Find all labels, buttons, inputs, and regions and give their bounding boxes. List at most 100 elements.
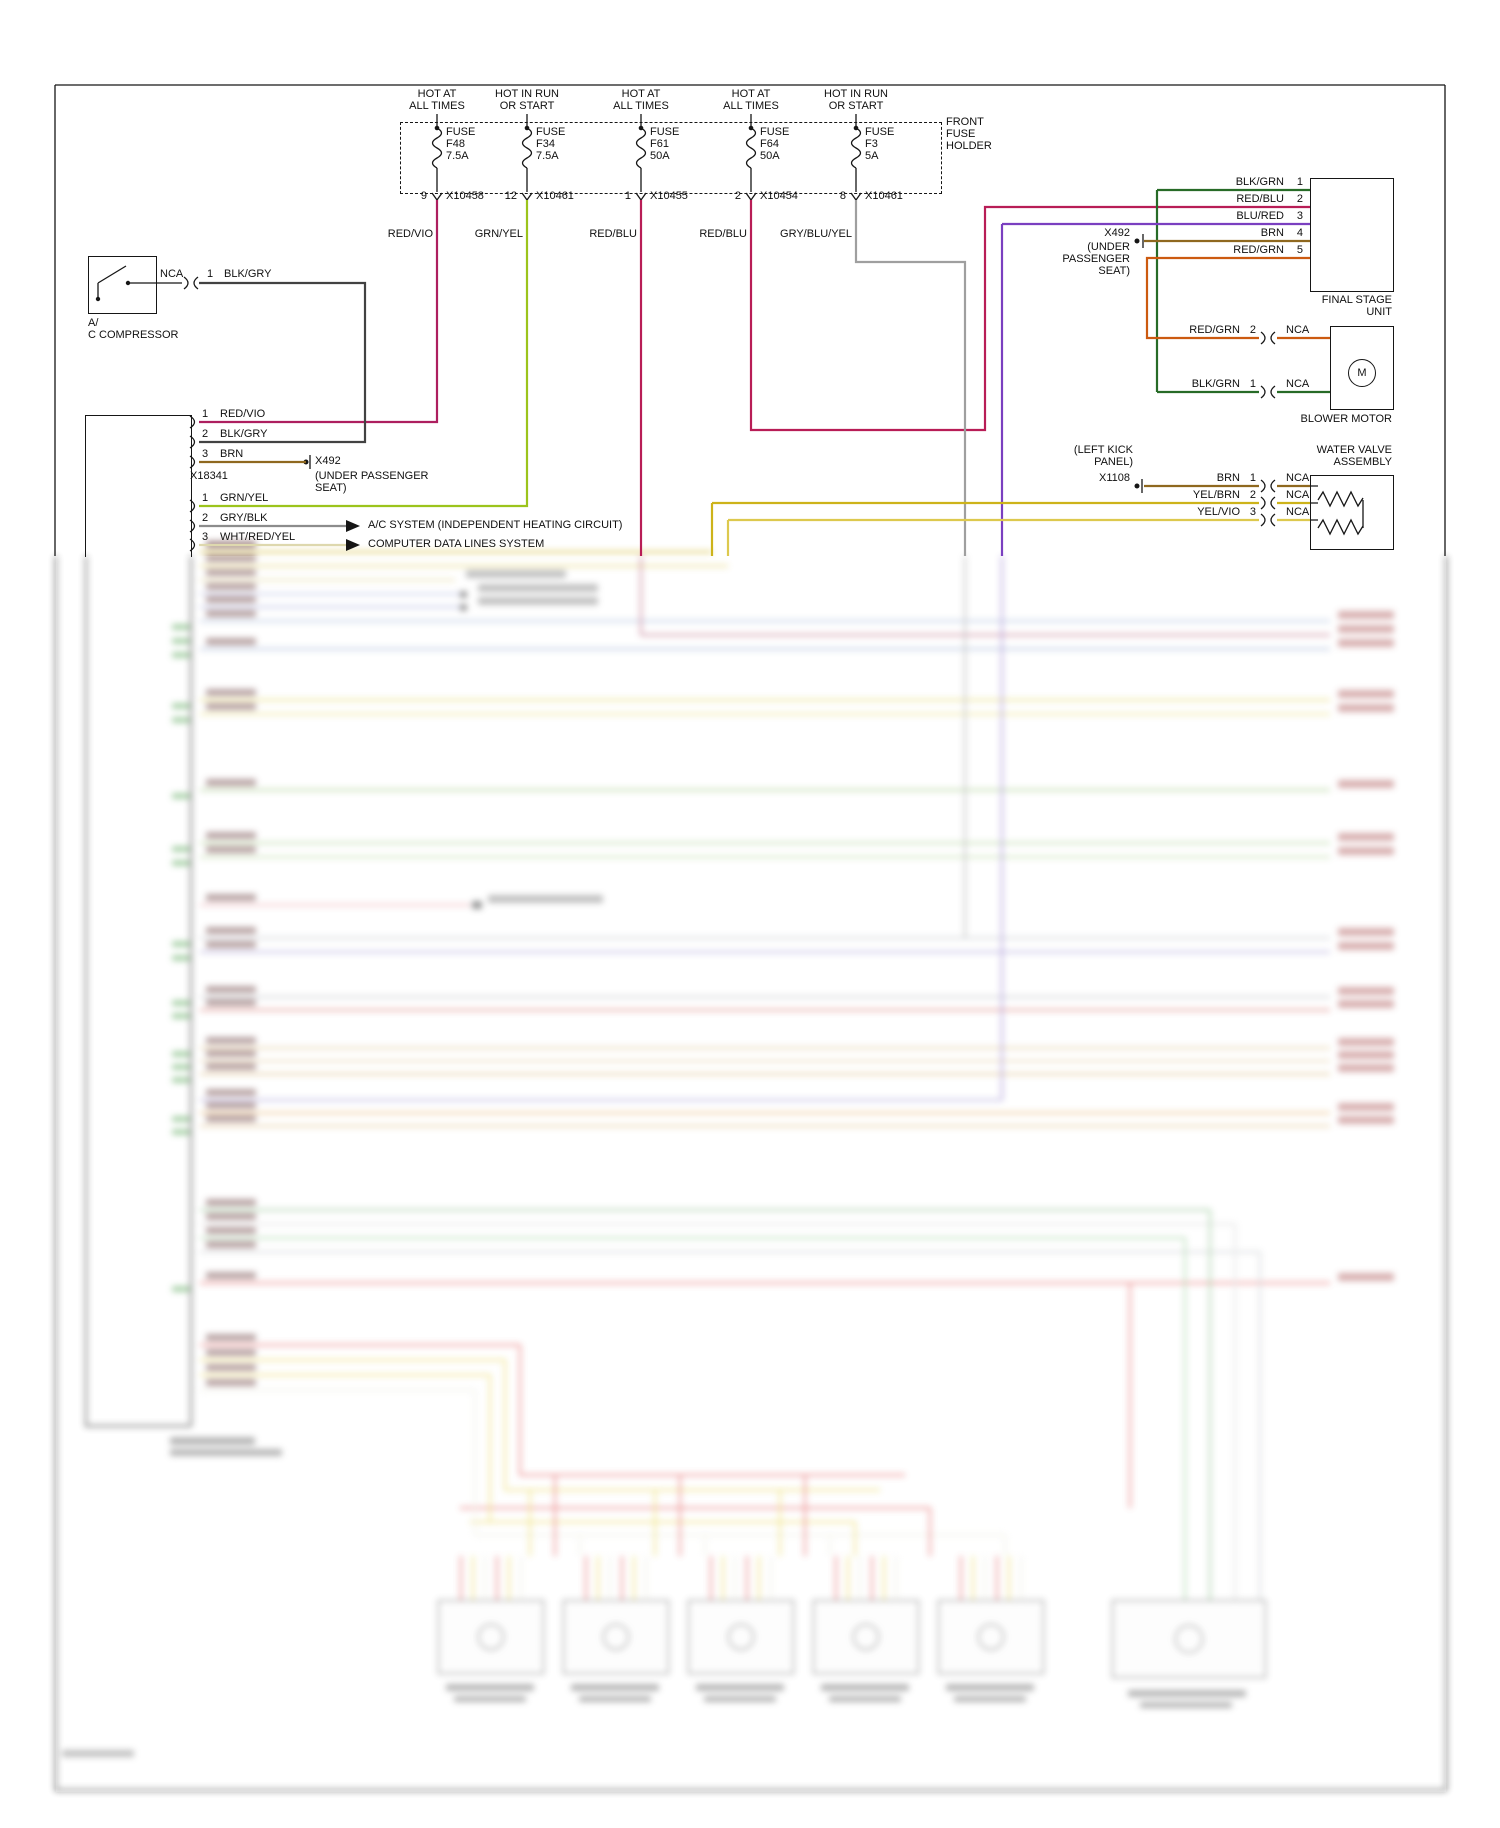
blurred-pin (621, 1556, 624, 1600)
blurred-pin-label (172, 1051, 190, 1057)
blurred-pin (984, 1556, 987, 1600)
wv-pin-1: 1 (1249, 472, 1256, 484)
blurred-wire (200, 856, 1330, 859)
blurred-actuator-box (938, 1600, 1044, 1674)
blurred-label (488, 895, 603, 903)
fuse-connector-2: X10461 (536, 190, 574, 202)
blurred-wire (519, 1345, 522, 1475)
blurred-label (466, 570, 566, 578)
blurred-wire (200, 713, 1330, 716)
blurred-actuator-label (454, 1696, 526, 1702)
ac-system-link-label: A/C SYSTEM (INDEPENDENT HEATING CIRCUIT) (368, 519, 623, 531)
blurred-pin (847, 1556, 850, 1600)
blurred-wire (200, 1223, 1235, 1226)
blurred-wire (200, 551, 712, 554)
blurred-wire-label (206, 1037, 256, 1044)
wv-pin-2: 2 (1249, 489, 1256, 501)
fuse-connector-1: X10458 (446, 190, 484, 202)
fuse-wire-5: GRY/BLU/YEL (780, 228, 852, 240)
blurred-pin-label (172, 1077, 190, 1083)
blurred-wire (470, 1521, 855, 1524)
bm-pin-2: 1 (1249, 378, 1256, 390)
blurred-right-label (1338, 942, 1394, 950)
blurred-wire-label (206, 1334, 256, 1341)
blurred-dot (460, 604, 467, 611)
fuse-pin-4: 2 (734, 190, 741, 202)
blurred-motor-circle (478, 1624, 504, 1650)
supply-label-3: HOT AT ALL TIMES (613, 88, 669, 112)
blurred-wire (200, 1282, 1330, 1285)
data-lines-link-label: COMPUTER DATA LINES SYSTEM (368, 538, 545, 550)
blurred-wire-label (206, 1115, 256, 1122)
blurred-pin (734, 1556, 737, 1600)
module2-wire-1: GRN/YEL (220, 492, 269, 504)
blurred-wire (641, 634, 1330, 637)
module-pin-2: 2 (202, 428, 209, 440)
fuse-wire-3: RED/BLU (589, 228, 637, 240)
blurred-wire (200, 593, 460, 596)
blurred-wire (529, 1490, 532, 1556)
fuse-label-3: FUSE F61 50A (650, 126, 680, 162)
blurred-pin (770, 1556, 773, 1600)
blurred-wire (1001, 556, 1004, 1100)
module-wire-3: BRN (220, 448, 244, 460)
blurred-right-label (1338, 928, 1394, 936)
blurred-wire (200, 1047, 1330, 1050)
blurred-actuator-label (696, 1684, 784, 1691)
blurred-wire-label (206, 1102, 256, 1109)
fs-pin-5: 5 (1296, 244, 1303, 256)
blurred-wire (505, 1489, 880, 1492)
blurred-wire-label (206, 1272, 256, 1279)
blurred-module-edge (190, 556, 192, 1426)
blurred-wire-label (206, 1364, 256, 1371)
blurred-wire-label (206, 703, 256, 710)
blurred-wire (554, 1475, 557, 1556)
blurred-wire (679, 1475, 682, 1556)
ac-compressor-label: A/ C COMPRESSOR (88, 317, 179, 341)
blurred-module-label (170, 1437, 255, 1445)
blurred-wire (200, 1389, 475, 1392)
blurred-motor-circle (853, 1624, 879, 1650)
blurred-pin-label (172, 860, 190, 866)
blurred-wire-label (206, 583, 256, 590)
blurred-right-label (1338, 1064, 1394, 1072)
fs-pin-2: 2 (1296, 193, 1303, 205)
blurred-actuator-label (1128, 1690, 1246, 1697)
final-stage-unit-label: FINAL STAGE UNIT (1321, 294, 1392, 318)
module2-wire-2: GRY/BLK (220, 512, 268, 524)
fs-wire-5: RED/GRN (1233, 244, 1284, 256)
blurred-wire (460, 1507, 930, 1510)
blurred-wire (520, 1474, 905, 1477)
blurred-wire-label (206, 846, 256, 853)
blurred-actuator-label (954, 1696, 1026, 1702)
blurred-wire (829, 1535, 832, 1556)
blurred-pin-label (172, 717, 190, 723)
blurred-pin-label (172, 1013, 190, 1019)
blurred-pin-label (172, 941, 190, 947)
blurred-wire (200, 1073, 1330, 1076)
wv-wire-2: YEL/BRN (1192, 489, 1240, 501)
ac-pin-label: 1 (207, 268, 214, 280)
blurred-actuator-label (579, 1696, 651, 1702)
blurred-pin (496, 1556, 499, 1600)
fs-wire-3: BLU/RED (1236, 210, 1284, 222)
water-valve-box (1310, 475, 1394, 550)
blurred-right-label (1338, 780, 1394, 788)
module-wire-1: RED/VIO (220, 408, 266, 420)
blurred-right-label (1338, 1000, 1394, 1008)
blurred-wire-label (206, 610, 256, 617)
blurred-right-label (1338, 1038, 1394, 1046)
blurred-wire (1004, 1535, 1007, 1556)
blurred-wire-label (206, 1213, 256, 1220)
blurred-dot (460, 591, 467, 598)
blurred-wire (200, 606, 460, 609)
blurred-motor-circle (728, 1624, 754, 1650)
blurred-right-label (1338, 1116, 1394, 1124)
blurred-pin-label (172, 846, 190, 852)
fuse-label-1: FUSE F48 7.5A (446, 126, 476, 162)
fuse-label-4: FUSE F64 50A (760, 126, 790, 162)
blurred-right-label (1338, 704, 1394, 712)
blurred-wire (1209, 1210, 1212, 1600)
blurred-module-edge (85, 1425, 191, 1427)
